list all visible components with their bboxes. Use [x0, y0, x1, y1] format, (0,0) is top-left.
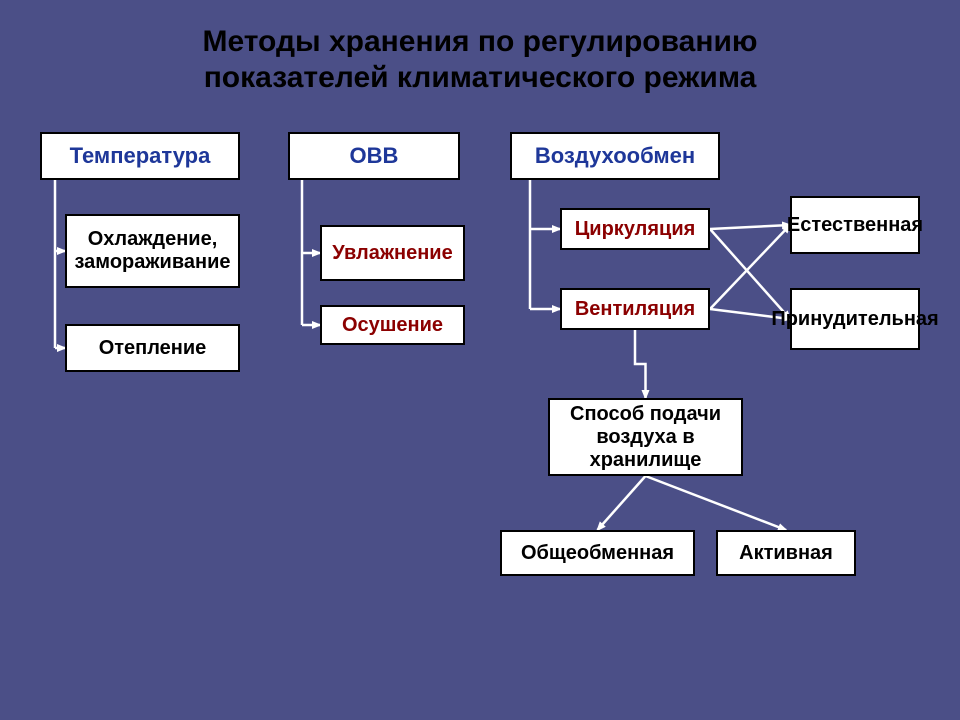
node-active-label: Активная: [739, 542, 833, 565]
node-nat-label: Естественная: [787, 214, 923, 237]
node-cooling-label: Охлаждение, замораживание: [73, 228, 232, 274]
edge: [710, 229, 790, 319]
node-supply-label: Способ подачи воздуха в хранилище: [556, 403, 735, 472]
node-temp: Температура: [40, 132, 240, 180]
node-active: Активная: [716, 530, 856, 576]
edge: [598, 476, 646, 530]
node-general-label: Общеобменная: [521, 542, 674, 565]
title-line-1: Методы хранения по регулированию: [202, 25, 757, 58]
node-air-label: Воздухообмен: [535, 143, 695, 168]
node-circ: Циркуляция: [560, 208, 710, 250]
node-cooling: Охлаждение, замораживание: [65, 214, 240, 288]
node-heating: Отепление: [65, 324, 240, 372]
node-nat: Естественная: [790, 196, 920, 254]
node-forced-label: Принудительная: [771, 308, 938, 331]
edge: [635, 330, 646, 398]
node-forced: Принудительная: [790, 288, 920, 350]
node-humid-label: Увлажнение: [332, 242, 452, 265]
node-temp-label: Температура: [70, 143, 211, 168]
node-heating-label: Отепление: [99, 337, 207, 360]
node-vent: Вентиляция: [560, 288, 710, 330]
node-general: Общеобменная: [500, 530, 695, 576]
node-dry: Осушение: [320, 305, 465, 345]
node-ovv: ОВВ: [288, 132, 460, 180]
diagram-canvas: Методы хранения по регулированию показат…: [0, 0, 960, 720]
node-dry-label: Осушение: [342, 314, 443, 337]
node-supply: Способ подачи воздуха в хранилище: [548, 398, 743, 476]
edge: [646, 476, 787, 530]
edge: [710, 225, 790, 229]
title-line-2: показателей климатического режима: [204, 61, 757, 94]
diagram-title: Методы хранения по регулированию показат…: [0, 24, 960, 96]
node-humid: Увлажнение: [320, 225, 465, 281]
edge: [710, 225, 790, 309]
node-circ-label: Циркуляция: [575, 218, 696, 241]
node-air: Воздухообмен: [510, 132, 720, 180]
node-ovv-label: ОВВ: [350, 143, 399, 168]
node-vent-label: Вентиляция: [575, 298, 695, 321]
